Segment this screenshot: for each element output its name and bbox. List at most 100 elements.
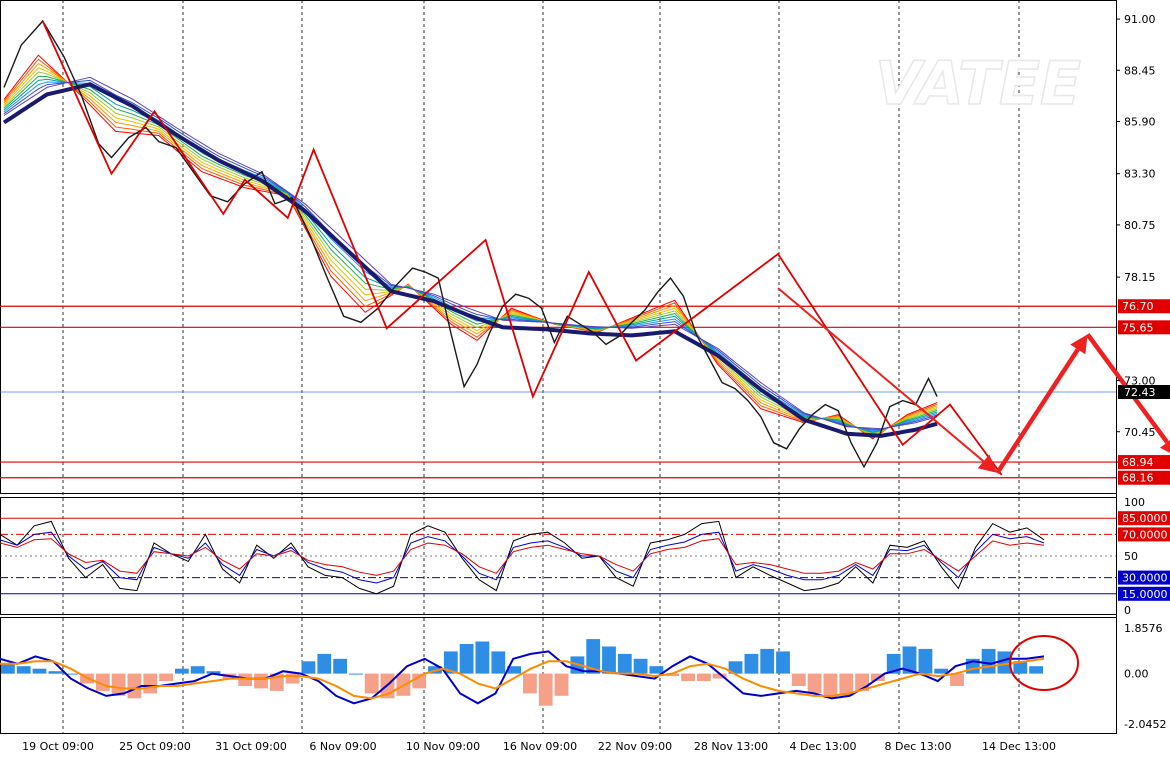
rsi-level-box (1118, 570, 1170, 585)
macd-histogram-bar (159, 673, 173, 681)
macd-histogram-bar (238, 673, 253, 686)
rsi-panel-frame (0, 497, 1117, 615)
macd-histogram-bar (523, 673, 537, 694)
y-tick-label: 70.45 (1124, 426, 1156, 439)
level-label: 68.94 (1122, 456, 1154, 469)
macd-histogram-bar (491, 651, 506, 674)
macd-histogram-bar (364, 673, 379, 694)
macd-histogram-bar (333, 658, 347, 674)
x-tick-label: 28 Nov 13:00 (694, 740, 768, 753)
macd-histogram-bar (918, 648, 933, 674)
arrow-head (1070, 334, 1088, 355)
macd-histogram-bar (32, 668, 47, 674)
rsi-level-box (1118, 527, 1170, 542)
macd-histogram-bar (459, 644, 474, 674)
rsi-level-box (1118, 586, 1170, 601)
macd-histogram-bar (16, 666, 31, 674)
arrow-shaft (777, 287, 985, 463)
ribbon-line (3, 62, 938, 437)
macd-histogram-bar (760, 648, 775, 674)
macd-histogram-bar (886, 653, 901, 674)
y-tick-label: 83.30 (1124, 168, 1156, 181)
rsi-level-label: 85.0000 (1122, 512, 1168, 525)
macd-histogram-bar (681, 673, 695, 681)
y-tick-label: 91.00 (1124, 13, 1156, 26)
macd-tick-label: -2.0452 (1124, 718, 1166, 731)
ribbon-line (3, 67, 938, 436)
macd-histogram-bar (649, 666, 664, 674)
x-tick-label: 8 Dec 13:00 (885, 740, 952, 753)
ribbon-line (3, 71, 938, 435)
rsi-tick-label: 50 (1124, 550, 1138, 563)
x-tick-label: 6 Nov 09:00 (309, 740, 376, 753)
ribbon-line (3, 78, 938, 433)
macd-series-line (0, 650, 1045, 705)
current-price-label: 72.43 (1124, 386, 1156, 399)
y-tick-label: 80.75 (1124, 219, 1156, 232)
ribbon-line (3, 54, 938, 440)
ribbon-line (3, 76, 938, 430)
macd-histogram-bar (791, 673, 806, 686)
macd-histogram-bar (175, 668, 189, 674)
macd-histogram-bar (712, 673, 727, 679)
macd-histogram-bar (48, 671, 63, 674)
x-tick-label: 14 Dec 13:00 (982, 740, 1056, 753)
macd-histogram-bar (728, 661, 743, 674)
price-path (3, 19, 938, 469)
macd-histogram-bar (1029, 666, 1043, 674)
zigzag-indicator (41, 20, 1003, 476)
rsi-levels: 85.0000 70.0000 30.0000 15.0000 (0, 511, 1170, 601)
macd-histogram-bar (697, 673, 711, 681)
rsi-lines (0, 520, 1045, 595)
x-tick-label: 16 Nov 09:00 (503, 740, 577, 753)
rsi-level-label: 70.0000 (1122, 528, 1168, 541)
macd-histogram-bar (143, 673, 158, 694)
y-tick-label: 73.00 (1124, 375, 1156, 388)
level-box (1118, 320, 1170, 335)
macd-histogram-bar (807, 673, 822, 694)
macd-histogram-bar (1013, 661, 1028, 674)
macd-tick-label: 1.8576 (1124, 622, 1163, 635)
x-tick-label: 31 Oct 09:00 (215, 740, 287, 753)
x-tick-label: 10 Nov 09:00 (406, 740, 480, 753)
macd-histogram-bar (554, 673, 569, 696)
x-tick-label: 25 Oct 09:00 (119, 740, 191, 753)
level-label: 76.70 (1122, 300, 1154, 313)
macd-histogram-bar (301, 661, 316, 674)
macd-histogram-bar (190, 666, 205, 674)
level-box (1118, 299, 1170, 314)
price-line (3, 19, 938, 469)
highlight-circle (1009, 635, 1079, 691)
macd-histogram-bar (285, 673, 300, 684)
level-box (1118, 470, 1170, 485)
horizontal-levels (0, 305, 1116, 479)
macd-tick-label: 0.00 (1124, 668, 1149, 681)
level-box (1118, 455, 1170, 470)
rsi-level-label: 30.0000 (1122, 572, 1168, 585)
time-axis-ticks: 19 Oct 09:00 25 Oct 09:00 31 Oct 09:00 6 No… (22, 740, 1056, 753)
level-label: 68.16 (1122, 472, 1154, 485)
macd-histogram-bar (839, 673, 854, 696)
rsi-series-line (0, 538, 1045, 576)
macd-histogram-bar (317, 653, 332, 674)
macd-histogram-bar (602, 646, 616, 674)
current-price-box (1118, 384, 1170, 399)
level-label: 75.65 (1122, 321, 1154, 334)
vertical-grid (62, 0, 1020, 734)
macd-series-line (0, 657, 1045, 700)
rsi-series-line (0, 520, 1045, 595)
macd-histogram-bar (206, 671, 221, 674)
slow-ma-line (2, 82, 938, 438)
macd-histogram-bar (633, 658, 648, 674)
rsi-series-line (0, 531, 1045, 584)
macd-histogram-bar (254, 673, 268, 689)
watermark-logo: VATEE (875, 49, 1081, 119)
macd-histogram-bar (997, 651, 1012, 674)
macd-histogram-bar (507, 666, 521, 674)
rsi-level-box (1118, 511, 1170, 526)
rsi-tick-label: 0 (1124, 604, 1131, 617)
y-tick-label: 88.45 (1124, 64, 1156, 77)
macd-histogram-bar (981, 648, 996, 674)
macd-histogram-bar (64, 673, 79, 675)
rsi-axis-ticks: 100 50 0 (1124, 496, 1145, 617)
